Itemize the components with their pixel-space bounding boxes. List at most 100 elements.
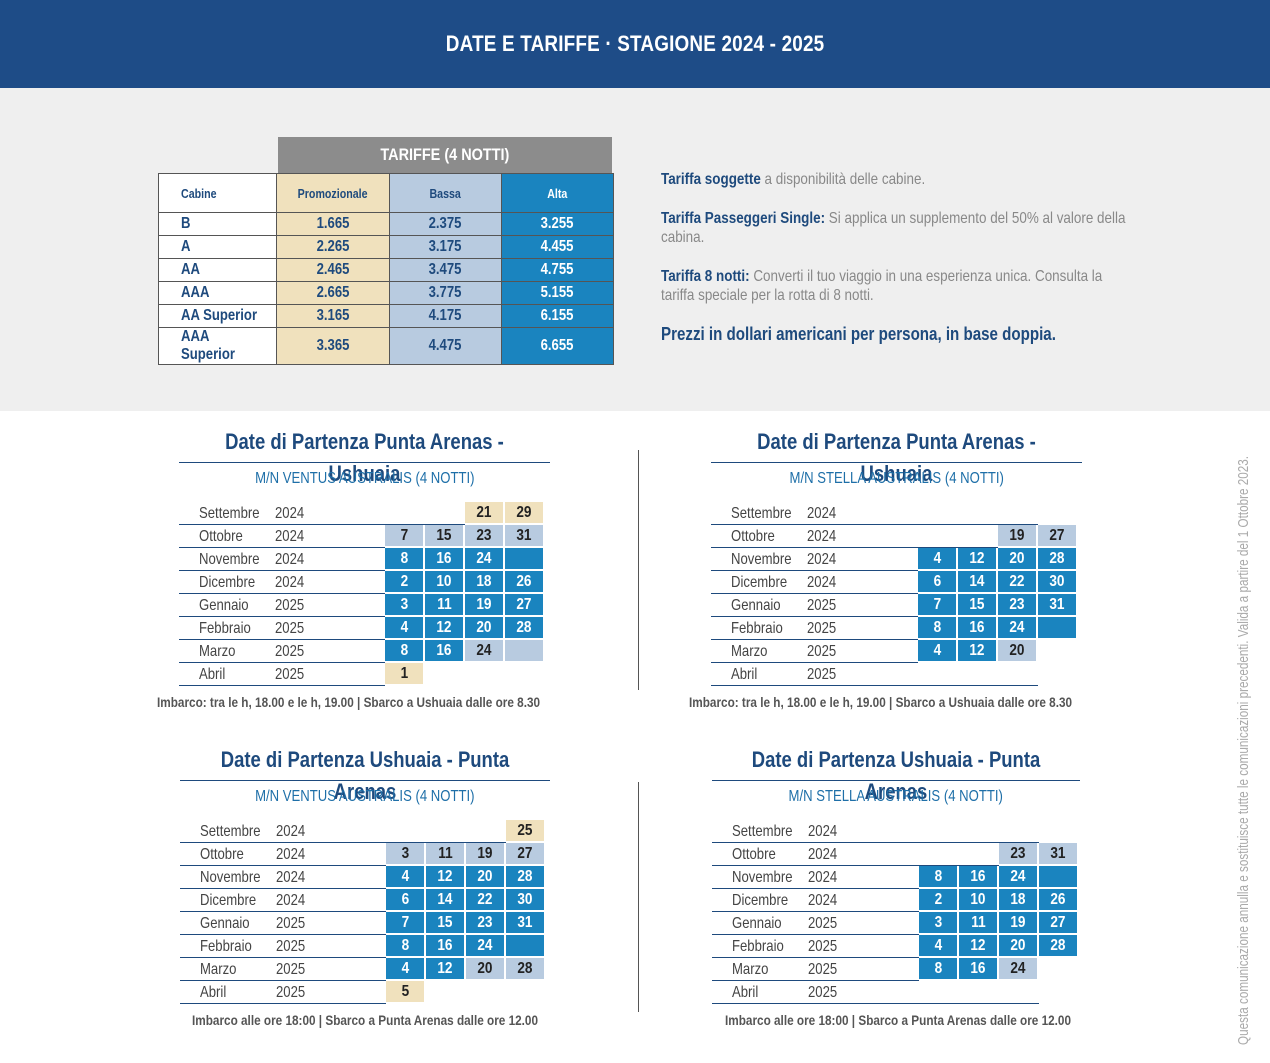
departure-date-cell: 6 <box>386 889 424 910</box>
row-divider <box>711 547 998 548</box>
tariff-cell-alta: 4.755 <box>501 258 614 282</box>
departure-date-cell: 15 <box>426 912 464 933</box>
year-label: 2025 <box>807 620 837 637</box>
departure-date-cell: 24 <box>465 640 503 661</box>
year-label: 2024 <box>275 505 305 522</box>
year-label: 2024 <box>275 551 305 568</box>
month-label: Marzo <box>732 961 769 978</box>
departure-date-cell <box>505 548 543 569</box>
month-label: Ottobre <box>731 528 775 545</box>
month-label: Novembre <box>200 869 261 886</box>
month-row: Novembre 2024 8 16 24 <box>179 548 550 571</box>
tariff-cell-cabin: B <box>158 212 277 236</box>
departure-date-cell: 24 <box>466 935 504 956</box>
departure-date-cell: 19 <box>465 594 503 615</box>
tariff-row: B 1.665 2.375 3.255 <box>158 212 614 236</box>
departure-date-cell: 7 <box>385 525 423 546</box>
year-label: 2024 <box>808 823 838 840</box>
note-currency: Prezzi in dollari americani per persona,… <box>661 324 1056 344</box>
tariff-cell-alta: 3.255 <box>501 212 614 236</box>
departure-date-cell: 25 <box>506 820 544 841</box>
col-alta: Alta <box>501 173 614 213</box>
departure-date-cell: 31 <box>505 525 543 546</box>
year-label: 2025 <box>276 915 306 932</box>
row-divider <box>179 570 385 571</box>
departure-date-cell: 8 <box>385 640 423 661</box>
month-label: Dicembre <box>199 574 256 591</box>
year-label: 2025 <box>276 961 306 978</box>
tariff-cell-promo: 1.665 <box>276 212 390 236</box>
tariff-row: AA Superior 3.165 4.175 6.155 <box>158 304 614 328</box>
row-divider <box>712 980 919 981</box>
month-row: Novembre 2024 4 12 20 28 <box>180 866 550 889</box>
month-row: Febbraio 2025 8 16 24 <box>711 617 1082 640</box>
separator-bottom <box>638 782 639 1012</box>
calendar-footer: Imbarco alle ore 18:00 | Sbarco a Punta … <box>192 1012 539 1028</box>
year-label: 2025 <box>808 961 838 978</box>
row-divider <box>179 685 385 686</box>
year-label: 2024 <box>276 823 306 840</box>
departure-date-cell: 28 <box>1039 935 1077 956</box>
month-label: Novembre <box>732 869 793 886</box>
month-row: Febbraio 2025 8 16 24 <box>180 935 550 958</box>
month-row: Dicembre 2024 6 14 22 30 <box>711 571 1082 594</box>
departure-date-cell: 16 <box>958 617 996 638</box>
row-divider <box>712 957 919 958</box>
page-header: DATE E TARIFFE · STAGIONE 2024 - 2025 <box>0 0 1270 88</box>
month-label: Settembre <box>732 823 793 840</box>
departure-date-cell: 31 <box>506 912 544 933</box>
row-divider <box>180 842 506 843</box>
tariff-cell-cabin: AAA Superior <box>158 327 277 365</box>
title-underline <box>711 462 1082 463</box>
row-divider <box>180 888 386 889</box>
departure-date-cell <box>506 935 544 956</box>
calendar-footer: Imbarco: tra le h, 18.00 e le h, 19.00 |… <box>157 694 541 710</box>
departure-date-cell: 27 <box>506 843 544 864</box>
title-underline <box>712 780 1080 781</box>
year-label: 2024 <box>275 528 305 545</box>
month-label: Settembre <box>199 505 260 522</box>
month-label: Novembre <box>731 551 792 568</box>
month-row: Febbraio 2025 4 12 20 28 <box>712 935 1080 958</box>
tariff-cell-bassa: 4.475 <box>389 327 502 365</box>
year-label: 2024 <box>275 574 305 591</box>
departure-date-cell: 24 <box>999 958 1037 979</box>
ship-name: M/N STELLA AUSTRALIS (4 NOTTI) <box>789 470 1004 487</box>
departure-date-cell: 1 <box>385 663 423 684</box>
departure-date-cell: 16 <box>959 958 997 979</box>
month-row: Novembre 2024 4 12 20 28 <box>711 548 1082 571</box>
page-title: DATE E TARIFFE · STAGIONE 2024 - 2025 <box>445 31 825 56</box>
tariff-cell-promo: 2.265 <box>276 235 390 259</box>
month-label: Marzo <box>731 643 768 660</box>
month-label: Ottobre <box>732 846 776 863</box>
departure-date-cell: 16 <box>426 935 464 956</box>
month-label: Febbraio <box>732 938 784 955</box>
departure-date-cell: 12 <box>426 958 464 979</box>
year-label: 2024 <box>276 892 306 909</box>
departure-date-cell: 31 <box>1038 594 1076 615</box>
month-label: Febbraio <box>731 620 783 637</box>
month-label: Marzo <box>199 643 236 660</box>
departure-date-cell: 4 <box>918 548 956 569</box>
row-divider <box>180 934 386 935</box>
month-label: Dicembre <box>731 574 788 591</box>
row-divider <box>711 593 918 594</box>
departure-date-cell: 23 <box>999 843 1037 864</box>
month-label: Gennaio <box>732 915 782 932</box>
tariff-cell-cabin: AAA <box>158 281 277 305</box>
year-label: 2024 <box>807 528 837 545</box>
row-divider <box>180 865 386 866</box>
departure-date-cell: 4 <box>919 935 957 956</box>
departure-date-cell: 28 <box>506 958 544 979</box>
departure-date-cell: 16 <box>425 548 463 569</box>
tariff-cell-alta: 4.455 <box>501 235 614 259</box>
month-label: Febbraio <box>199 620 251 637</box>
month-label: Ottobre <box>199 528 243 545</box>
departure-date-cell <box>505 640 543 661</box>
month-row: Marzo 2025 8 16 24 <box>179 640 550 663</box>
departure-calendar: Date di Partenza Ushuaia - Punta Arenas M… <box>180 744 550 1044</box>
row-divider <box>712 911 919 912</box>
month-label: Ottobre <box>200 846 244 863</box>
separator-top <box>638 450 639 690</box>
year-label: 2025 <box>808 915 838 932</box>
